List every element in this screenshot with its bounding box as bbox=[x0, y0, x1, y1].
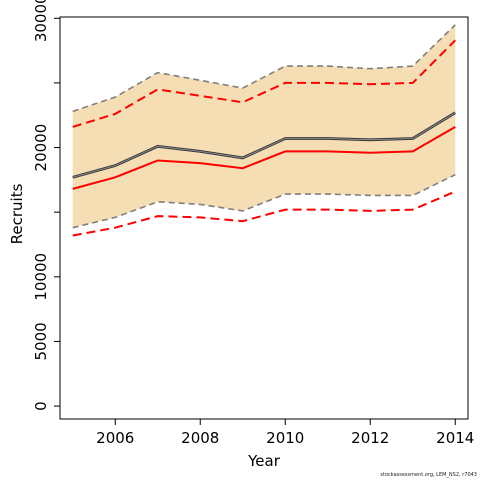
series-layer bbox=[72, 24, 457, 237]
y-tick-label: 5000 bbox=[32, 322, 50, 360]
x-tick-label: 2008 bbox=[181, 429, 219, 447]
x-tick-label: 2010 bbox=[266, 429, 304, 447]
estimate-line-inner bbox=[72, 112, 456, 178]
band-upper-line bbox=[72, 24, 456, 113]
y-tick-label: 0 bbox=[32, 401, 50, 411]
plot-frame bbox=[59, 16, 469, 420]
x-tick-label: 2014 bbox=[436, 429, 474, 447]
x-tick-label: 2012 bbox=[351, 429, 389, 447]
confidence-band bbox=[72, 24, 456, 228]
alt-lower-line bbox=[72, 190, 456, 237]
x-axis-label: Year bbox=[247, 452, 281, 470]
y-axis-label: Recruits bbox=[8, 183, 26, 244]
y-tick-label: 20000 bbox=[32, 124, 50, 172]
alt-estimate-line bbox=[72, 126, 456, 190]
alt-upper-line bbox=[72, 39, 457, 128]
y-tick-label: 30000 bbox=[32, 0, 50, 42]
y-tick-label: 10000 bbox=[32, 253, 50, 301]
x-tick-label: 2006 bbox=[96, 429, 134, 447]
axes-layer: 2006 2008 2010 2012 2014 0 5000 10000 20000 30000 bbox=[32, 0, 474, 447]
footnote: stockassessment.org, LEM_NS2, r7043 bbox=[380, 472, 477, 478]
